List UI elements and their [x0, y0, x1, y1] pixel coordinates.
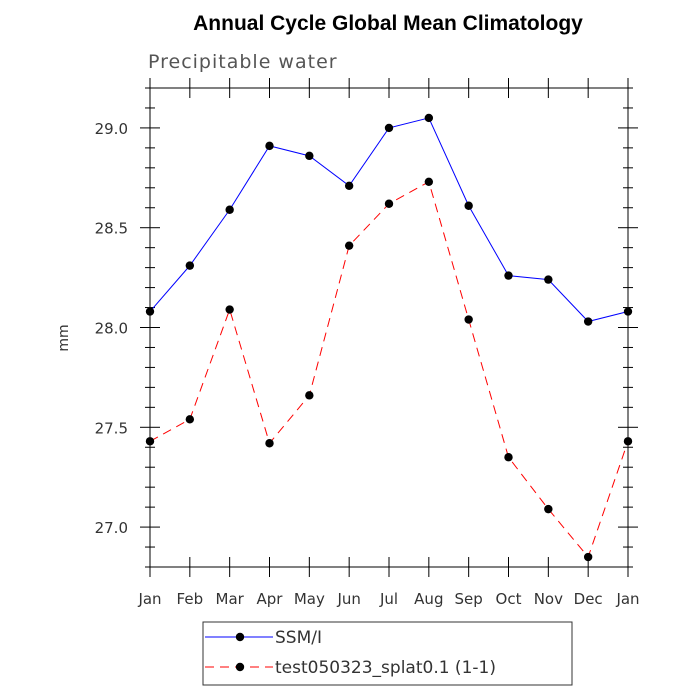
- series-1-point: [305, 151, 314, 161]
- x-tick-label: Apr: [257, 590, 284, 608]
- series-group: [145, 113, 633, 562]
- series-line-1: [149, 117, 629, 323]
- series-1-point: [424, 113, 434, 123]
- chart-title: Annual Cycle Global Mean Climatology: [193, 12, 583, 35]
- series-1-point: [583, 317, 593, 326]
- plot-frame: [149, 87, 629, 568]
- y-tick-label: 28.0: [95, 320, 128, 338]
- series-2-point: [544, 504, 553, 514]
- chart-subtitle: Precipitable water: [148, 51, 338, 73]
- series-1-point: [504, 271, 513, 280]
- x-tick-label: Oct: [496, 590, 522, 608]
- x-tick-label: Jun: [336, 590, 360, 608]
- series-2-point: [265, 439, 274, 448]
- series-2-point: [623, 437, 633, 446]
- legend-items: SSM/I test050323_splat0.1 (1-1): [205, 628, 496, 678]
- series-2-point: [424, 177, 434, 187]
- series-1-point: [225, 205, 234, 214]
- x-tick-label: Aug: [414, 590, 443, 608]
- series-line-2: [149, 181, 629, 559]
- series-2-point: [185, 415, 195, 424]
- series-2-point: [384, 199, 394, 208]
- x-tick-label: Jul: [379, 590, 398, 608]
- series-1-point: [265, 141, 274, 151]
- y-tick-label: 27.5: [95, 419, 128, 437]
- series-1-point: [384, 123, 394, 133]
- legend-label-1: SSM/I: [275, 628, 322, 648]
- legend-label-2: test050323_splat0.1 (1-1): [275, 658, 496, 678]
- series-1-point: [185, 261, 195, 270]
- x-tick-labels: Jan Feb Mar Apr May Jun Jul Aug Sep Oct Nov Dec Jan: [137, 590, 639, 608]
- x-tick-label: Feb: [177, 590, 204, 608]
- y-tick-labels: 27.0 27.5 28.0 28.5 29.0: [95, 120, 128, 537]
- series-2-point: [225, 305, 234, 314]
- x-tick-label: Sep: [455, 590, 483, 608]
- series-1-point: [344, 181, 354, 190]
- series-2-point: [464, 315, 473, 324]
- series-2-point: [344, 241, 354, 250]
- legend-box: [202, 621, 573, 686]
- series-2-point: [145, 437, 155, 446]
- series-1-point: [623, 307, 633, 316]
- x-tick-label: Dec: [574, 590, 603, 608]
- series-1-point: [464, 201, 473, 210]
- axis-ticks: [140, 78, 638, 577]
- y-axis-label: mm: [56, 324, 72, 351]
- legend: SSM/I test050323_splat0.1 (1-1): [202, 621, 573, 686]
- series-2-point: [583, 552, 593, 562]
- y-tick-label: 27.0: [95, 519, 128, 537]
- x-tick-label: Mar: [216, 590, 245, 608]
- x-tick-label: May: [294, 590, 325, 608]
- series-1-point: [544, 275, 553, 284]
- y-tick-label: 28.5: [95, 220, 128, 238]
- x-tick-label: Jan: [137, 590, 161, 608]
- legend-marker-1: [235, 632, 245, 642]
- x-tick-label: Nov: [534, 590, 563, 608]
- x-tick-label: Jan: [615, 590, 639, 608]
- series-1-point: [145, 307, 155, 316]
- y-tick-label: 29.0: [95, 120, 128, 138]
- legend-marker-2: [235, 662, 245, 672]
- series-2-point: [504, 453, 513, 462]
- series-2-point: [305, 391, 314, 400]
